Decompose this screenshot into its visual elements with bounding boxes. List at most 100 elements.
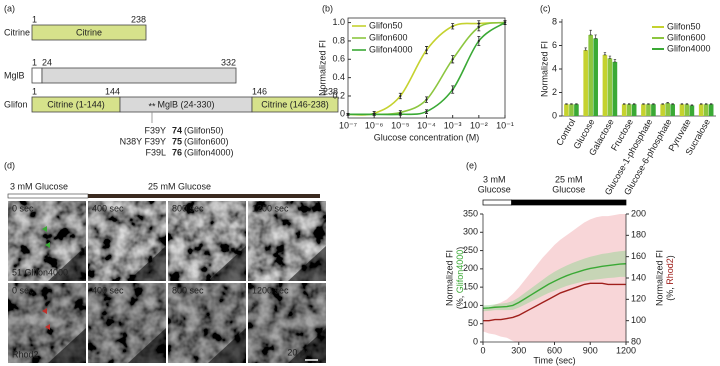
y2-tick-label: 100 — [631, 315, 646, 325]
bar — [574, 104, 579, 116]
residue-number: 144 — [105, 86, 120, 96]
dark-region — [48, 246, 86, 281]
y-tick-label: 6 — [552, 40, 557, 50]
cell-arrow — [42, 226, 47, 232]
y2-axis-label: Normalized FI — [654, 250, 664, 306]
panel-label: (e) — [466, 160, 477, 170]
bar — [607, 58, 613, 116]
bar — [670, 104, 675, 116]
error-bar — [584, 47, 587, 51]
bar — [621, 104, 627, 116]
y2-tick-label: 200 — [631, 208, 646, 218]
legend-label: Glifon4000 — [667, 43, 711, 53]
variant-name: (Glifon50) — [184, 125, 224, 135]
error-bar — [642, 103, 645, 105]
y-tick-label: 4 — [552, 63, 557, 73]
scale-bar-label: 20 μm — [287, 347, 312, 357]
y-axis-label-part: ) — [455, 247, 465, 250]
error-bar — [685, 103, 689, 105]
series-line — [483, 282, 626, 322]
domain-box — [251, 96, 339, 113]
bar — [708, 104, 714, 116]
error-bar — [565, 103, 568, 105]
domain-box — [31, 67, 43, 84]
error-bar — [671, 103, 674, 105]
error-bar — [704, 103, 708, 105]
dark-region — [128, 246, 166, 281]
bar — [588, 34, 593, 116]
time-label: 400 sec — [92, 203, 124, 213]
error-bar — [575, 103, 578, 105]
stimulus-bar — [511, 199, 627, 206]
y2-axis-label-part: ) — [665, 255, 675, 258]
y2-tick-label: 120 — [631, 294, 646, 304]
x-tick-label: 600 — [547, 345, 562, 355]
condition-label: 3 mM Glucose — [10, 181, 68, 191]
panel-label: (c) — [540, 3, 551, 13]
y-tick-label: 0 — [552, 110, 557, 120]
y2-tick-label: 80 — [631, 336, 641, 346]
condition-bar — [7, 193, 89, 199]
mutation: F39Y — [144, 125, 166, 135]
x-tick-label: 10⁻² — [470, 120, 488, 130]
residue-number: 332 — [221, 57, 236, 67]
error-bar — [661, 103, 664, 105]
x-tick-label: 10⁻⁴ — [417, 120, 436, 130]
dark-region — [128, 328, 166, 363]
bar — [660, 104, 665, 116]
bar — [703, 104, 709, 116]
x-tick-label: 1200 — [616, 345, 636, 355]
bar — [641, 104, 646, 116]
series-line — [483, 263, 626, 310]
domain-box — [41, 67, 237, 84]
data-point — [425, 110, 428, 113]
data-point — [477, 39, 480, 43]
data-point — [399, 94, 402, 98]
mutation: F39L — [145, 147, 166, 157]
residue-number: 238 — [323, 86, 338, 96]
cell-arrow — [42, 308, 47, 314]
y-tick-label: 0.2 — [332, 90, 345, 100]
time-label: 1200 sec — [252, 285, 289, 295]
y-tick-label: 0 — [340, 109, 345, 119]
variant-name: (Glifon600) — [184, 136, 229, 146]
domain-label: Citrine (1-144) — [47, 99, 105, 109]
cell-arrow — [45, 324, 50, 330]
cell-arrow — [45, 242, 50, 248]
data-point — [425, 98, 428, 101]
data-point — [503, 21, 507, 24]
y-tick-label: 100 — [463, 300, 478, 310]
time-label: 800 sec — [172, 285, 204, 295]
mutation: N38Y F39Y — [120, 136, 166, 146]
bar — [665, 103, 670, 116]
error-bar — [570, 103, 573, 105]
y-axis-label: (%, Glifon4000) — [455, 247, 465, 310]
dark-region — [208, 246, 246, 281]
data-point — [346, 113, 350, 116]
y-tick-label: 0.8 — [332, 35, 345, 45]
error-bar — [699, 103, 703, 105]
data-point — [373, 113, 376, 116]
dark-region — [288, 328, 326, 363]
y-axis-label: Normalized FI — [444, 250, 454, 306]
y2-tick-label: 140 — [631, 272, 646, 282]
y-tick-label: 8 — [552, 16, 557, 26]
bar — [684, 104, 690, 116]
domain-box — [31, 24, 147, 41]
x-tick-label: 0 — [480, 345, 485, 355]
data-point — [451, 25, 454, 28]
bar — [698, 104, 704, 116]
time-label: 400 sec — [92, 285, 124, 295]
error-bar — [690, 104, 694, 106]
y-tick-label: 0.6 — [332, 54, 345, 64]
stimulus-bar — [482, 199, 512, 206]
y2-tick-label: 160 — [631, 251, 646, 261]
y-axis-label-part: (%, — [455, 293, 465, 309]
bar — [626, 104, 632, 116]
y2-axis-label-part: Rhod2 — [665, 258, 675, 285]
x-tick-label: 10⁻³ — [444, 120, 462, 130]
data-point — [451, 88, 454, 91]
bar — [564, 104, 569, 116]
error-bar — [680, 103, 684, 105]
